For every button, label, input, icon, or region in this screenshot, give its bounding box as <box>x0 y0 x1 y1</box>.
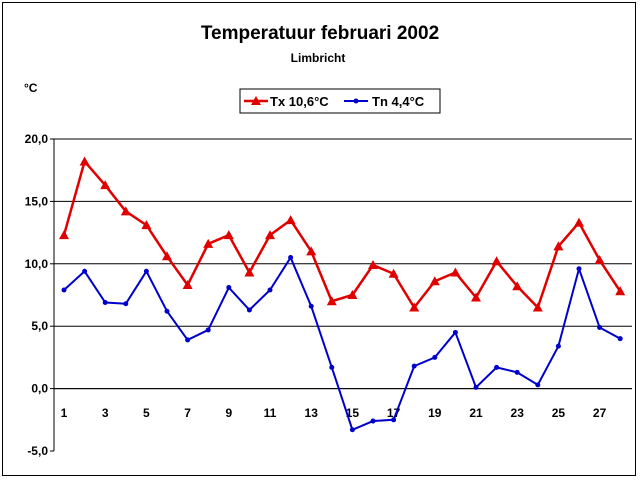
x-tick-label: 23 <box>511 406 525 420</box>
data-point-tx <box>120 206 131 216</box>
data-point-tn <box>185 337 191 343</box>
x-tick-label: 21 <box>469 406 483 420</box>
data-point-tn <box>411 363 417 369</box>
x-tick-label: 1 <box>61 406 68 420</box>
data-point-tx <box>306 246 317 256</box>
data-point-tx <box>450 267 461 277</box>
data-point-tn <box>555 343 561 349</box>
data-point-tn <box>82 268 88 274</box>
data-point-tx <box>574 217 584 227</box>
data-point-tx <box>347 290 358 299</box>
y-tick-label: 20,0 <box>25 132 49 146</box>
x-tick-label: 9 <box>225 406 232 420</box>
data-point-tn <box>473 384 479 390</box>
data-point-tn <box>246 307 252 313</box>
data-point-tx <box>59 230 69 240</box>
data-point-tn <box>267 287 273 293</box>
data-point-tn <box>370 418 376 424</box>
data-point-tx <box>285 215 296 225</box>
data-point-tn <box>432 354 438 360</box>
data-point-tx <box>429 276 440 286</box>
legend-marker-tx <box>251 96 261 105</box>
y-tick-label: 15,0 <box>25 194 49 208</box>
data-point-tn <box>535 382 541 388</box>
x-tick-label: 7 <box>184 406 191 420</box>
legend-label-tx: Tx 10,6°C <box>270 94 329 109</box>
data-point-tn <box>494 364 500 370</box>
data-point-tn <box>391 417 397 423</box>
data-point-tx <box>512 281 523 291</box>
data-point-tn <box>123 301 129 307</box>
y-tick-label: -5,0 <box>27 444 48 458</box>
data-point-tn <box>452 329 458 335</box>
data-point-tn <box>102 299 108 305</box>
data-point-tx <box>223 230 234 240</box>
data-point-tx <box>79 156 90 166</box>
data-point-tn <box>576 266 582 272</box>
data-point-tx <box>615 286 626 296</box>
chart-subtitle: Limbricht <box>291 51 346 65</box>
x-tick-labels: 1 3 5 7 9 11 13 15 17 19 21 23 25 27 <box>61 406 607 420</box>
x-tick-label: 27 <box>593 406 607 420</box>
data-point-tx <box>203 238 214 248</box>
data-point-tx <box>162 251 172 261</box>
data-point-tn <box>288 255 294 261</box>
legend: Tx 10,6°C Tn 4,4°C <box>239 88 441 114</box>
data-point-tx <box>100 180 111 190</box>
x-tick-label: 5 <box>143 406 150 420</box>
data-point-tx <box>409 302 420 312</box>
data-point-tx <box>244 267 255 277</box>
data-point-tx <box>553 241 564 251</box>
legend-marker-tn <box>353 98 359 104</box>
data-point-tn <box>308 303 314 309</box>
data-point-tn <box>205 327 211 333</box>
x-tick-label: 3 <box>102 406 109 420</box>
data-point-tx <box>265 230 275 240</box>
legend-label-tn: Tn 4,4°C <box>372 94 425 109</box>
data-point-tn <box>164 308 170 314</box>
data-point-tx <box>368 260 378 270</box>
data-point-tn <box>514 369 520 375</box>
gridlines <box>54 138 632 390</box>
data-point-tx <box>388 268 399 278</box>
data-point-tn <box>61 287 67 293</box>
series-group <box>59 156 626 433</box>
x-tick-label: 11 <box>264 406 277 420</box>
data-point-tn <box>143 268 149 274</box>
chart-title: Temperatuur februari 2002 <box>201 23 439 44</box>
legend-box <box>239 88 441 114</box>
data-point-tn <box>597 324 603 330</box>
y-tick-label: 10,0 <box>25 257 49 271</box>
x-tick-label: 15 <box>346 406 360 420</box>
y-tick-label: 5,0 <box>31 319 48 333</box>
axes <box>50 138 632 452</box>
y-axis-unit-label: °C <box>24 81 38 95</box>
y-tick-labels: 20,0 15,0 10,0 5,0 0,0 -5,0 <box>25 132 49 458</box>
series-line-tx <box>62 160 622 309</box>
data-point-tn <box>226 285 232 291</box>
x-tick-label: 19 <box>428 406 442 420</box>
data-point-tn <box>617 336 623 342</box>
data-point-tx <box>532 302 543 312</box>
data-point-tn <box>349 427 355 433</box>
x-tick-label: 13 <box>305 406 319 420</box>
data-point-tx <box>471 292 481 302</box>
data-point-tx <box>182 280 193 290</box>
data-point-tx <box>141 220 152 230</box>
data-point-tx <box>491 256 502 266</box>
data-point-tx <box>594 255 605 265</box>
x-tick-label: 25 <box>552 406 566 420</box>
data-point-tn <box>329 364 335 370</box>
series-line-tn <box>63 256 621 431</box>
y-tick-label: 0,0 <box>31 382 48 396</box>
chart-area <box>2 2 636 476</box>
data-point-tx <box>326 296 337 306</box>
